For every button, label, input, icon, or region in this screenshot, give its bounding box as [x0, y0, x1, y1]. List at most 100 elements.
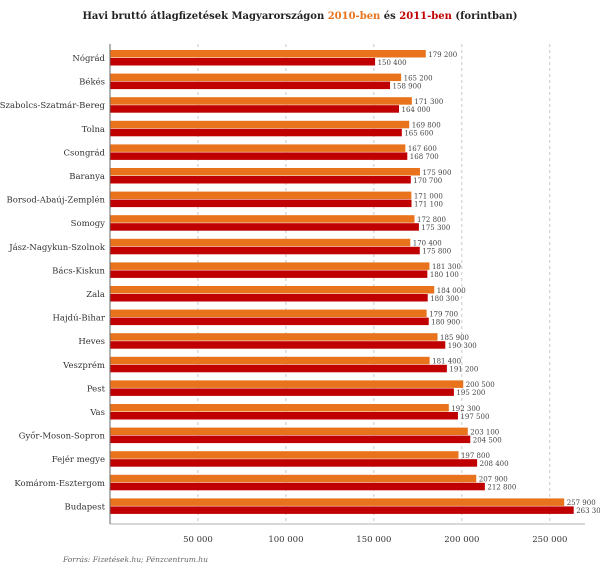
- bar-2011: [110, 105, 400, 113]
- bar-2010: [110, 97, 412, 105]
- bar-2011: [110, 317, 429, 326]
- category-label: Jász-Nagykun-Szolnok: [8, 242, 106, 253]
- bar-2011: [110, 223, 419, 231]
- x-tick-label: 50 000: [183, 535, 213, 545]
- bar-2011: [110, 58, 376, 66]
- x-tick-label: 150 000: [356, 535, 391, 545]
- data-label: 195 200: [456, 389, 485, 397]
- bar-2011: [110, 388, 454, 396]
- category-label: Békés: [79, 77, 105, 88]
- data-label: 184 000: [437, 287, 466, 295]
- bar-2011: [110, 199, 412, 208]
- source-note: Forrás: Fizetések.hu; Pénzcentrum.hu: [63, 555, 208, 564]
- bar-2011: [110, 459, 478, 467]
- bar-2010: [110, 474, 477, 483]
- category-label: Tolna: [82, 125, 105, 135]
- category-label: Heves: [78, 337, 105, 347]
- bar-2010: [110, 191, 412, 200]
- bar-2011: [110, 506, 574, 514]
- data-label: 180 900: [431, 318, 460, 326]
- chart-title: Havi bruttó átlagfizetések Magyarországo…: [0, 11, 600, 22]
- data-label: 207 900: [479, 476, 508, 484]
- bar-2011: [110, 246, 420, 255]
- data-label: 175 300: [421, 224, 450, 232]
- title-year-2011: 2011-ben: [399, 11, 452, 22]
- category-label: Nógrád: [72, 53, 105, 64]
- data-label: 181 400: [432, 358, 461, 366]
- bar-2010: [110, 404, 449, 412]
- bar-2011: [110, 81, 391, 90]
- category-label: Baranya: [69, 172, 105, 182]
- data-label: 197 800: [461, 452, 490, 460]
- category-label: Bács-Kiskun: [52, 265, 105, 276]
- bar-2011: [110, 482, 485, 491]
- data-label: 179 700: [429, 310, 458, 318]
- data-label: 180 100: [430, 271, 459, 279]
- data-label: 181 300: [432, 263, 461, 271]
- bar-2010: [110, 168, 420, 176]
- data-label: 165 600: [404, 130, 433, 138]
- category-label: Győr-Moson-Sopron: [19, 431, 106, 442]
- data-label: 212 800: [487, 484, 516, 492]
- bar-2010: [110, 50, 426, 58]
- data-label: 167 600: [408, 145, 437, 153]
- data-label: 169 800: [412, 122, 441, 130]
- bar-2011: [110, 412, 458, 420]
- bar-2010: [110, 215, 415, 223]
- category-label: Hajdú-Bihar: [53, 313, 106, 324]
- data-label: 190 300: [448, 342, 477, 350]
- category-label: Borsod-Abaúj-Zemplén: [6, 195, 105, 206]
- data-label: 164 000: [402, 106, 431, 114]
- bar-2011: [110, 341, 446, 349]
- category-label: Somogy: [71, 219, 106, 229]
- data-label: 175 800: [422, 248, 451, 256]
- data-label: 197 500: [460, 413, 489, 421]
- bar-2010: [110, 144, 406, 152]
- category-label: Csongrád: [64, 147, 106, 158]
- title-prefix: Havi bruttó átlagfizetések Magyarországo…: [82, 11, 328, 22]
- title-middle: és: [380, 11, 400, 22]
- title-suffix: (forintban): [451, 11, 518, 22]
- x-tick-label: 200 000: [444, 535, 479, 545]
- bar-2010: [110, 498, 565, 506]
- category-label: Komárom-Esztergom: [14, 478, 105, 489]
- bar-2010: [110, 73, 402, 82]
- bar-2010: [110, 262, 430, 270]
- data-label: 170 700: [413, 177, 442, 185]
- category-label: Zala: [86, 290, 105, 300]
- bar-2011: [110, 152, 408, 160]
- data-label: 180 300: [430, 295, 459, 303]
- data-label: 175 900: [422, 169, 451, 177]
- data-label: 208 400: [480, 460, 509, 468]
- bar-2010: [110, 380, 464, 388]
- data-label: 172 800: [417, 216, 446, 224]
- data-label: 185 900: [440, 334, 469, 342]
- data-label: 257 900: [567, 499, 596, 507]
- bar-2011: [110, 176, 411, 184]
- category-label: Veszprém: [62, 360, 105, 371]
- data-label: 191 200: [449, 366, 478, 374]
- x-tick-label: 250 000: [532, 535, 567, 545]
- bar-2011: [110, 364, 447, 373]
- data-label: 158 900: [393, 82, 422, 90]
- bar-2010: [110, 356, 430, 365]
- title-year-2010: 2010-ben: [327, 11, 381, 22]
- bar-2010: [110, 238, 411, 247]
- x-tick-label: 100 000: [268, 535, 303, 545]
- bar-2011: [110, 435, 471, 444]
- data-label: 179 200: [428, 51, 457, 59]
- category-label: Budapest: [65, 502, 106, 512]
- category-label: Pest: [87, 384, 106, 394]
- data-label: 150 400: [378, 59, 407, 67]
- category-label: Szabolcs-Szatmár-Bereg: [0, 100, 106, 111]
- data-label: 165 200: [404, 74, 433, 82]
- data-label: 203 100: [470, 428, 499, 436]
- bar-2010: [110, 333, 438, 341]
- data-label: 171 300: [414, 98, 443, 106]
- category-label: Fejér megye: [52, 454, 105, 465]
- data-label: 171 000: [414, 192, 443, 200]
- data-label: 204 500: [473, 436, 502, 444]
- category-label: Vas: [89, 408, 105, 418]
- data-label: 263 300: [576, 507, 600, 515]
